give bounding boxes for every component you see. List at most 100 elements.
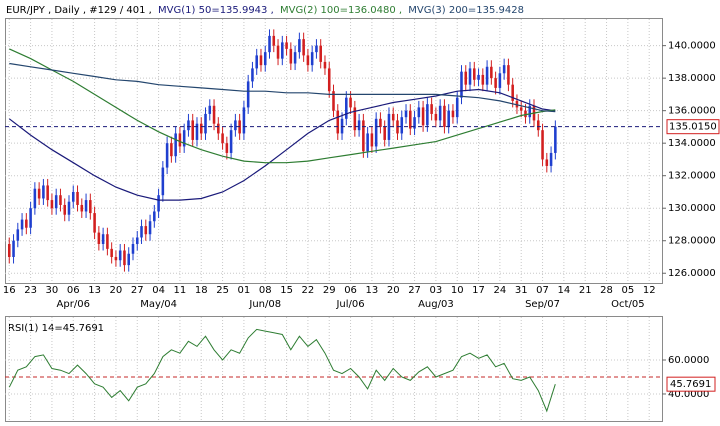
x-tick-label: 17 (472, 285, 485, 296)
candle-body (144, 226, 148, 235)
candle-body (438, 105, 442, 121)
candle-body (541, 130, 544, 160)
y-tick-label: 130.0000 (668, 203, 716, 214)
candle-body (251, 68, 254, 82)
candle-body (374, 118, 378, 147)
legend-entry: MVG(1) 50=135.9943 , (158, 5, 274, 16)
candle-body (298, 39, 301, 53)
month-label: Jul/06 (335, 299, 364, 310)
x-tick-label: 22 (302, 285, 315, 296)
candle-body (71, 191, 75, 202)
candle-body (434, 113, 438, 121)
x-tick-label: 06 (67, 285, 80, 296)
candle-body (536, 120, 540, 131)
candle-body (20, 219, 24, 230)
candle-body (481, 74, 485, 85)
candle-body (349, 97, 352, 108)
month-label: Apr/06 (57, 299, 90, 310)
x-tick-label: 05 (622, 285, 635, 296)
candle-body (524, 110, 527, 118)
candle-body (455, 97, 459, 118)
candle-body (460, 71, 463, 98)
candle-body (494, 78, 497, 88)
rsi-last-label: 45.7691 (670, 379, 711, 390)
candle-body (131, 243, 135, 254)
candle-body (528, 105, 532, 118)
rsi-panel (5, 316, 663, 422)
candle-body (263, 52, 267, 66)
candle-body (59, 195, 62, 205)
last-price-box (666, 119, 720, 135)
candle-body (46, 185, 49, 201)
x-tick-label: 03 (430, 285, 443, 296)
x-tick-label: 04 (152, 285, 165, 296)
chart-title: EUR/JPY , Daily , #129 / 401 , (6, 5, 152, 16)
legend-entry: MVG(2) 100=136.0480 , (280, 5, 402, 16)
y-tick-label: 128.0000 (668, 236, 716, 247)
candle-body (187, 120, 190, 131)
candle-body (366, 133, 369, 152)
candle-body (519, 107, 523, 111)
candle-body (140, 226, 143, 238)
x-tick-label: 08 (259, 285, 272, 296)
x-tick-label: 27 (131, 285, 144, 296)
candle-body (468, 68, 472, 85)
candle-body (387, 113, 391, 140)
candle-body (234, 120, 237, 131)
candle-body (67, 201, 71, 215)
moving-average (9, 62, 556, 113)
candle-body (157, 195, 160, 212)
candle-body (345, 97, 348, 119)
x-tick-label: 13 (88, 285, 101, 296)
x-tick-label: 29 (323, 285, 336, 296)
x-tick-label: 28 (600, 285, 613, 296)
candle-body (507, 65, 510, 85)
candle-body (272, 35, 276, 46)
candle-body (490, 66, 493, 79)
candle-body (221, 133, 224, 144)
x-tick-label: 07 (536, 285, 549, 296)
candle-body (33, 188, 37, 209)
x-tick-label: 13 (366, 285, 379, 296)
candle-body (332, 91, 335, 111)
candle-body (246, 81, 250, 108)
candle-body (276, 45, 280, 59)
candle-body (80, 204, 84, 212)
candle-body (477, 74, 480, 80)
candle-body (443, 105, 446, 127)
candle-body (170, 143, 173, 157)
x-tick-label: 11 (174, 285, 187, 296)
candle-body (114, 256, 118, 261)
candle-body (319, 45, 322, 62)
candle-body (421, 107, 425, 126)
y-tick-label: 134.0000 (668, 138, 716, 149)
candle-body (323, 61, 327, 69)
rsi-line (8, 328, 556, 413)
candle-body (451, 110, 455, 118)
candle-body (182, 130, 186, 147)
candle-body (409, 110, 412, 129)
candle-body (515, 100, 519, 108)
x-tick-label: 16 (3, 285, 16, 296)
candle-body (545, 159, 549, 166)
candle-body (417, 107, 421, 118)
candle-body (306, 55, 310, 66)
y-tick-label: 140.0000 (668, 41, 716, 52)
candle-body (340, 118, 344, 134)
legend-entry: MVG(3) 200=135.9428 (408, 5, 524, 16)
candle-body (426, 104, 429, 126)
candle-body (16, 229, 20, 241)
candle-body (289, 48, 293, 64)
candle-body (404, 110, 408, 118)
candle-body (84, 200, 88, 212)
candle-body (110, 248, 113, 257)
x-tick-label: 06 (344, 285, 357, 296)
candle-body (242, 107, 246, 134)
x-tick-label: 20 (110, 285, 123, 296)
candle-body (353, 107, 357, 131)
candle-body (310, 52, 314, 66)
candle-body (12, 240, 15, 257)
candle-body (464, 71, 468, 85)
candle-body (383, 126, 386, 140)
